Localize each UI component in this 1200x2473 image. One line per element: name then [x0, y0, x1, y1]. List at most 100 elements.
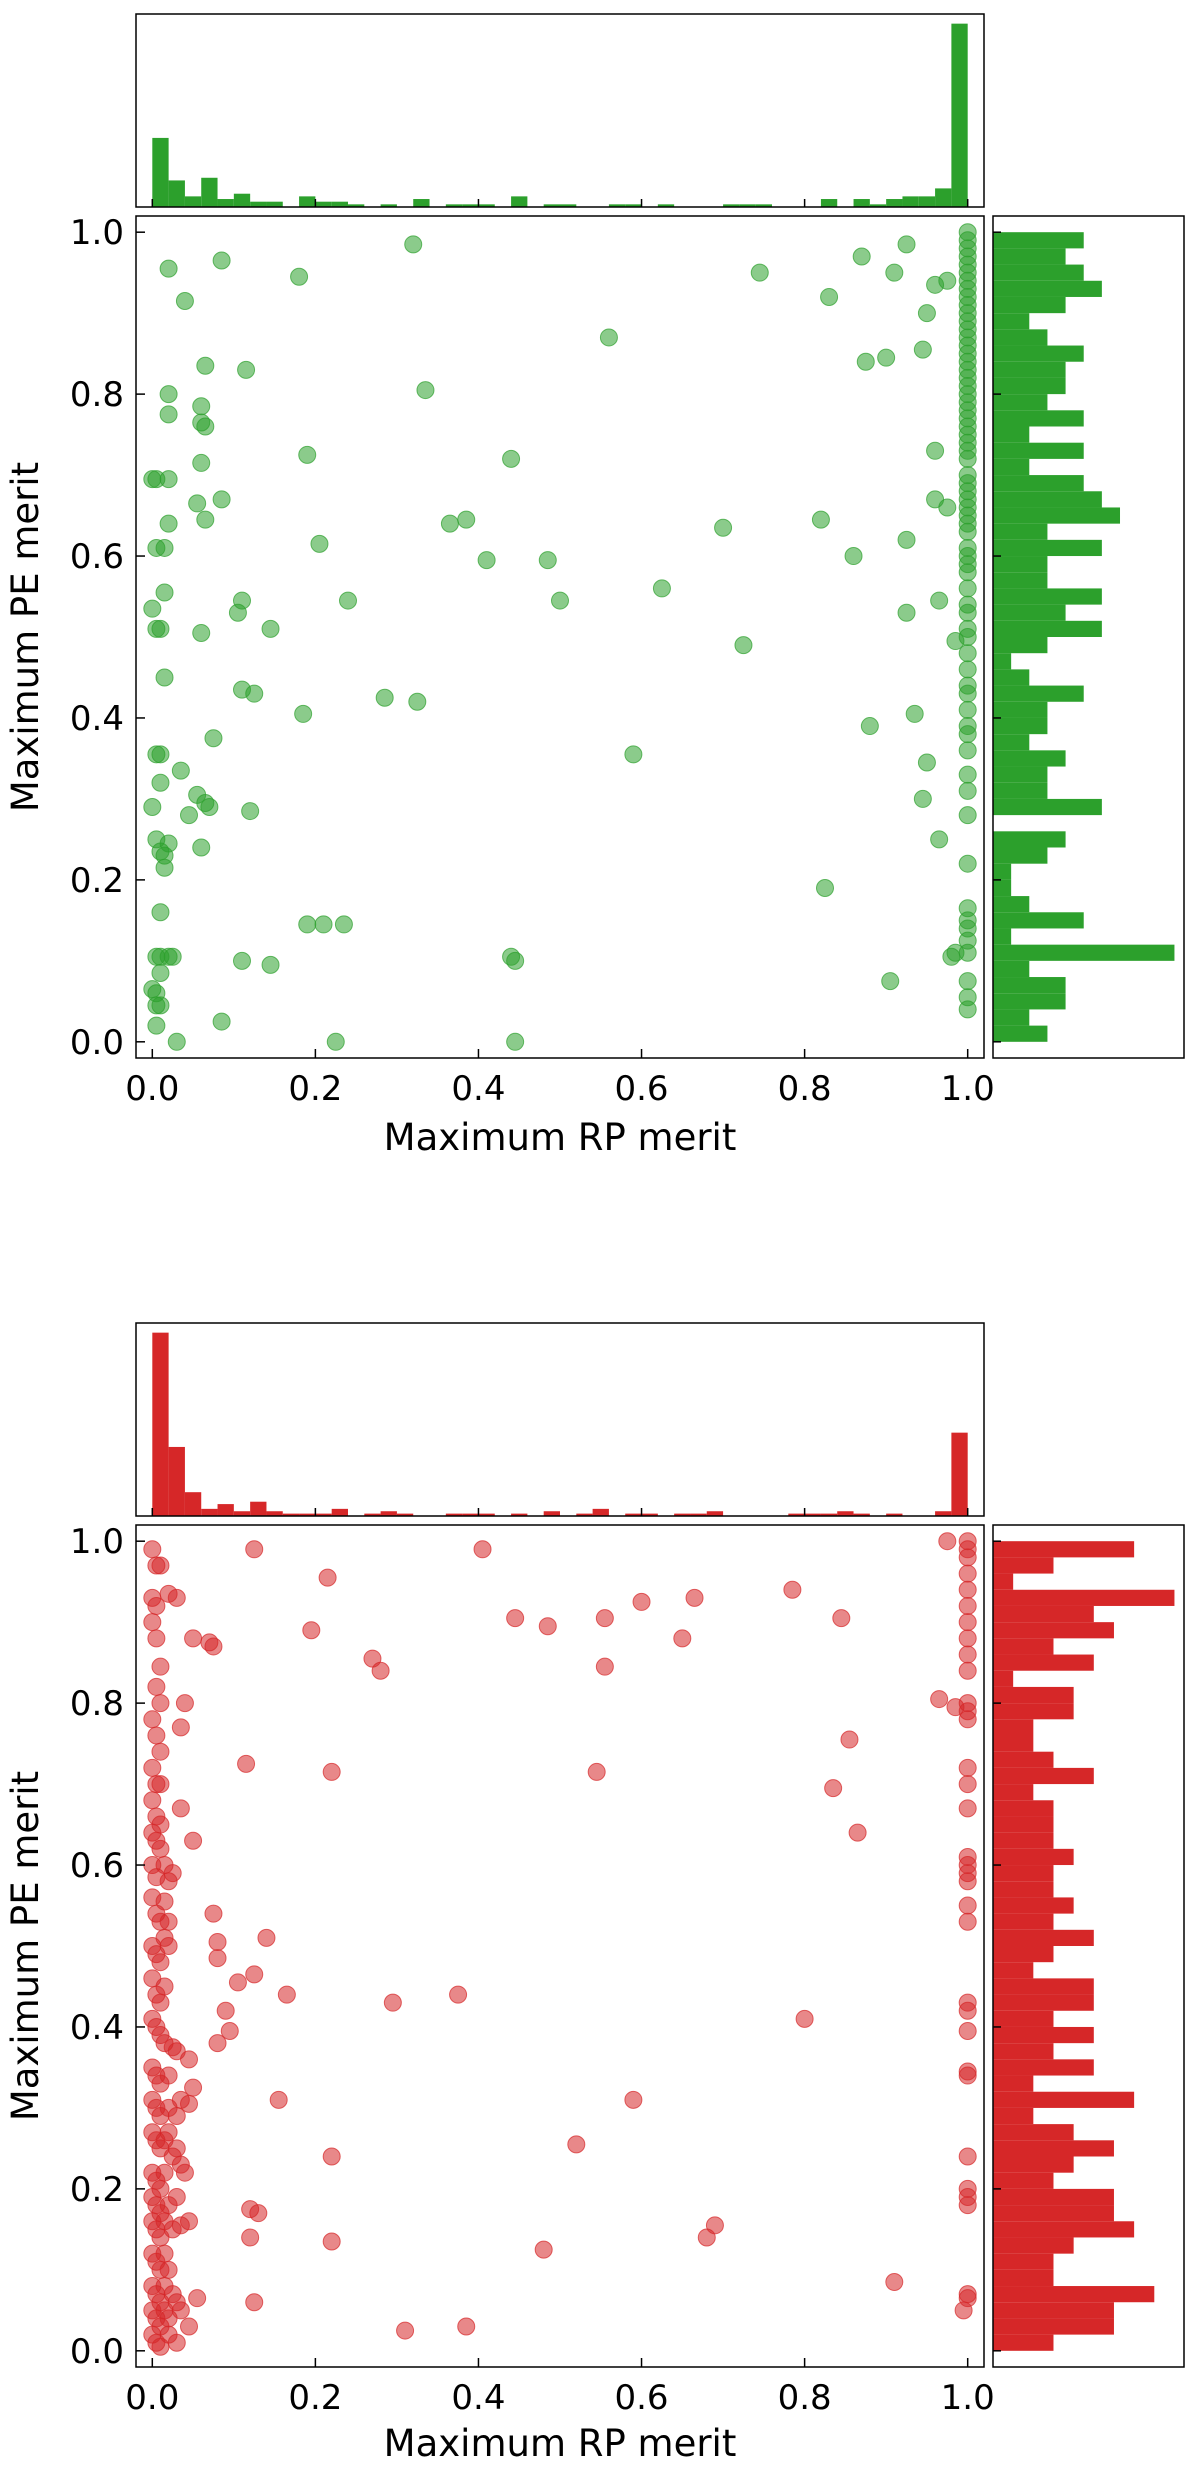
- top-hist-bar: [853, 199, 870, 207]
- data-point: [257, 1928, 276, 1947]
- right-hist-bar: [993, 1800, 1054, 1817]
- top-hist-bar: [918, 196, 936, 207]
- data-point: [294, 704, 313, 723]
- top-hist-bar: [250, 201, 267, 207]
- data-point: [795, 2009, 814, 2028]
- data-point: [954, 2301, 973, 2320]
- top-hist-bar: [168, 180, 185, 207]
- top-hist-bar: [625, 204, 642, 207]
- right-hist-bar: [993, 2318, 1114, 2335]
- top-hist-bar: [445, 1513, 463, 1516]
- x-tick-label: 0.6: [614, 2378, 668, 2418]
- right-hist-bar: [993, 1962, 1034, 1979]
- top-hist-bar: [364, 1513, 381, 1516]
- data-point: [958, 1896, 977, 1915]
- right-hist-bar: [993, 2140, 1114, 2157]
- y-tick-label: 0.2: [70, 861, 124, 901]
- top-hist-bar: [201, 177, 218, 207]
- data-point: [926, 441, 945, 460]
- data-point: [958, 1580, 977, 1599]
- data-point: [159, 2260, 178, 2279]
- data-point: [159, 470, 178, 489]
- right-hist-bar: [993, 361, 1066, 378]
- right-hist-bar: [993, 588, 1102, 605]
- data-point: [958, 2022, 977, 2041]
- right-hist-bar: [993, 280, 1102, 297]
- data-point: [551, 591, 569, 610]
- right-hist-bar: [993, 539, 1102, 557]
- data-point: [506, 1609, 525, 1628]
- right-hist-bar: [993, 2059, 1094, 2076]
- data-point: [958, 1710, 977, 1729]
- data-point: [208, 2034, 227, 2053]
- right-hist-bar: [993, 1897, 1074, 1914]
- top-hist-bar: [560, 204, 577, 207]
- top-hist-bar: [315, 201, 332, 207]
- top-hist-bar: [331, 201, 348, 207]
- data-point: [143, 1613, 162, 1632]
- data-point: [159, 405, 178, 424]
- right-hist-bar: [993, 1865, 1054, 1882]
- data-point: [502, 449, 521, 468]
- data-point: [167, 2107, 186, 2126]
- top-hist-bar: [837, 1511, 854, 1516]
- right-hist-bar: [993, 1605, 1094, 1623]
- data-point: [314, 915, 333, 934]
- right-hist-bar: [993, 750, 1066, 767]
- right-hist-bar: [993, 1994, 1094, 2011]
- x-tick-label: 0.2: [288, 2378, 342, 2418]
- data-point: [204, 729, 223, 748]
- data-point: [155, 858, 174, 877]
- data-point: [848, 1823, 867, 1842]
- data-point: [155, 668, 174, 687]
- data-point: [958, 854, 977, 873]
- data-point: [885, 2272, 904, 2291]
- top-hist-bar: [348, 204, 365, 207]
- right-hist-bar: [993, 1557, 1054, 1574]
- right-hist-bar: [993, 491, 1102, 508]
- data-point: [175, 1694, 194, 1713]
- top-hist-bar: [706, 1511, 724, 1516]
- x-tick-label: 0.6: [614, 1069, 668, 1109]
- data-point: [237, 360, 256, 379]
- data-point: [938, 1532, 957, 1551]
- data-point: [824, 1779, 843, 1798]
- top-hist-bar: [739, 204, 756, 207]
- data-point: [958, 1775, 977, 1794]
- right-hist-bar: [993, 345, 1084, 362]
- data-point: [958, 972, 977, 991]
- data-point: [383, 1993, 402, 2012]
- data-point: [245, 1965, 264, 1984]
- top-hist-bar: [543, 204, 560, 207]
- data-point: [196, 417, 215, 436]
- right-hist-bar: [993, 264, 1084, 281]
- data-point: [147, 1629, 166, 1648]
- data-point: [322, 2232, 341, 2251]
- data-point: [175, 2163, 194, 2182]
- top-hist-bar: [233, 1511, 251, 1516]
- data-point: [143, 798, 162, 817]
- right-hist-bar: [993, 944, 1175, 961]
- right-hist-bar: [993, 1025, 1048, 1042]
- top-hist-bar: [820, 1513, 838, 1516]
- data-point: [192, 397, 211, 416]
- data-point: [143, 1758, 162, 1777]
- data-point: [184, 1629, 203, 1648]
- chart-2: 0.0 0.2 0.4 0.6 0.8 1.0 0.0 0.2 0.4 0.6 0.8 1.0 Maxi…: [4, 1322, 1185, 2465]
- top-hist-bar: [315, 1513, 332, 1516]
- y-tick-label: 0.6: [70, 537, 124, 577]
- data-point: [734, 636, 753, 655]
- data-point: [155, 538, 174, 557]
- top-hist-bar: [331, 1508, 348, 1516]
- data-point: [632, 1592, 651, 1611]
- data-point: [905, 704, 924, 723]
- data-point: [930, 1690, 949, 1709]
- right-histogram-frame: [992, 1524, 1185, 2368]
- data-point: [322, 2147, 341, 2166]
- data-point: [200, 798, 219, 817]
- data-point: [237, 1754, 256, 1773]
- top-histogram-frame: [135, 13, 985, 208]
- data-point: [599, 328, 618, 347]
- data-point: [958, 563, 977, 582]
